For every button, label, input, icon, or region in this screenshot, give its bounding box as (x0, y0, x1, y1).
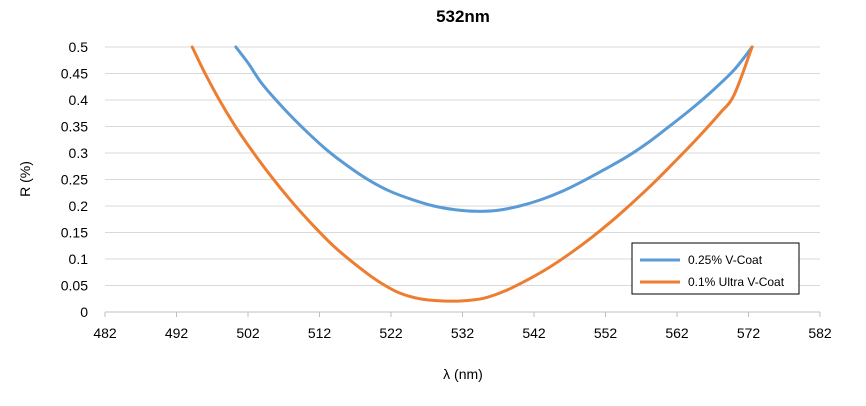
legend: 0.25% V-Coat 0.1% Ultra V-Coat (631, 242, 800, 295)
x-tick-label: 482 (93, 325, 117, 341)
series-line-1 (190, 45, 754, 303)
x-tick-label: 502 (236, 325, 260, 341)
x-tick-label: 562 (665, 325, 689, 341)
y-tick-label: 0.4 (69, 92, 89, 108)
y-tick-labels: 0 0.05 0.1 0.15 0.2 0.25 0.3 0.35 0.4 0.45 0.5 (61, 39, 88, 320)
series-line-0 (234, 45, 754, 213)
legend-label-v-coat: 0.25% V-Coat (688, 253, 763, 267)
series-lines (190, 45, 754, 303)
y-tick-label: 0.1 (69, 251, 89, 267)
x-tick-label: 522 (379, 325, 403, 341)
grid-lines (105, 46, 820, 286)
y-tick-label: 0.5 (69, 39, 89, 55)
y-tick-label: 0.2 (69, 198, 89, 214)
y-tick-label: 0.25 (61, 172, 88, 188)
y-tick-label: 0.3 (69, 145, 89, 161)
y-tick-label: 0.15 (61, 225, 88, 241)
x-tick-label: 512 (308, 325, 332, 341)
y-tick-label: 0.35 (61, 119, 88, 135)
legend-box (631, 242, 800, 295)
x-tick-label: 552 (594, 325, 618, 341)
x-tick-labels: 482 492 502 512 522 532 542 552 562 572 582 (93, 325, 832, 341)
y-tick-label: 0 (80, 304, 88, 320)
y-tick-label: 0.05 (61, 278, 88, 294)
legend-label-ultra-v-coat: 0.1% Ultra V-Coat (688, 275, 785, 289)
y-tick-label: 0.45 (61, 66, 88, 82)
x-tick-label: 572 (737, 325, 761, 341)
x-tick-label: 492 (165, 325, 189, 341)
y-axis-label: R (%) (17, 161, 33, 197)
x-tick-label: 542 (522, 325, 546, 341)
chart-title: 532nm (436, 7, 490, 26)
x-axis-label: λ (nm) (443, 366, 483, 382)
x-tick-label: 532 (451, 325, 475, 341)
axes (104, 311, 821, 317)
x-tick-label: 582 (808, 325, 832, 341)
